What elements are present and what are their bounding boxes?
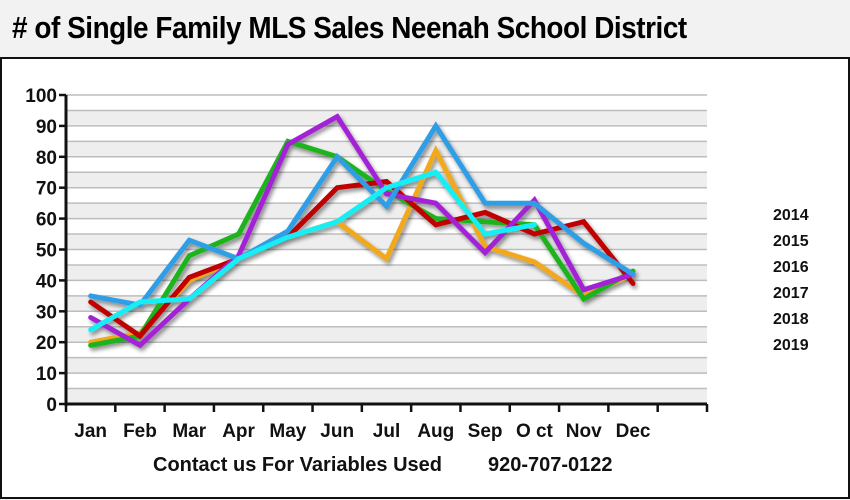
y-tick-label: 30 xyxy=(36,302,57,323)
page-title: # of Single Family MLS Sales Neenah Scho… xyxy=(12,10,687,45)
series-line-2018 xyxy=(88,121,636,308)
series-line-2015 xyxy=(88,138,636,348)
x-tick-label: Apr xyxy=(222,421,255,442)
axes: 0 10 20 30 40 50 60 70 80 90 100 Jan Feb Mar Apr May Jun… xyxy=(25,86,709,442)
grid-bands xyxy=(66,94,707,405)
legend-label: 2019 xyxy=(773,337,809,354)
legend-label: 2014 xyxy=(773,207,809,224)
x-tick-label: Aug xyxy=(417,421,454,442)
x-tick-label: Nov xyxy=(566,421,602,442)
legend-label: 2015 xyxy=(773,233,809,250)
x-tick-label: Dec xyxy=(616,421,651,442)
y-tick-label: 70 xyxy=(36,179,57,200)
x-tick-label: Mar xyxy=(172,421,206,442)
contact-note: Contact us For Variables Used xyxy=(153,454,442,476)
legend-label: 2017 xyxy=(773,285,809,302)
phone-number: 920-707-0122 xyxy=(488,454,613,476)
y-tick-label: 10 xyxy=(36,364,57,385)
y-tick-label: 60 xyxy=(36,210,57,231)
series-lines xyxy=(88,113,636,349)
legend-label: 2016 xyxy=(773,259,809,276)
y-tick-label: 80 xyxy=(36,148,57,169)
y-tick-label: 0 xyxy=(46,395,57,416)
y-tick-label: 50 xyxy=(36,241,57,262)
y-tick-label: 100 xyxy=(25,86,57,107)
x-tick-label: Jun xyxy=(320,421,354,442)
y-tick-label: 40 xyxy=(36,271,57,292)
x-tick-label: Jan xyxy=(74,421,107,442)
x-tick-label: Feb xyxy=(123,421,157,442)
y-tick-label: 20 xyxy=(36,333,57,354)
y-tick-label: 90 xyxy=(36,117,57,138)
legend: 2014 2015 2016 2017 2018 2019 xyxy=(742,207,809,354)
x-tick-label: Jul xyxy=(373,421,400,442)
series-line-2017 xyxy=(88,113,636,349)
x-tick-label: May xyxy=(269,421,306,442)
x-tick-label: Sep xyxy=(468,421,503,442)
legend-label: 2018 xyxy=(773,311,809,328)
x-tick-label: O ct xyxy=(516,421,554,442)
series-line-2019 xyxy=(88,169,537,333)
